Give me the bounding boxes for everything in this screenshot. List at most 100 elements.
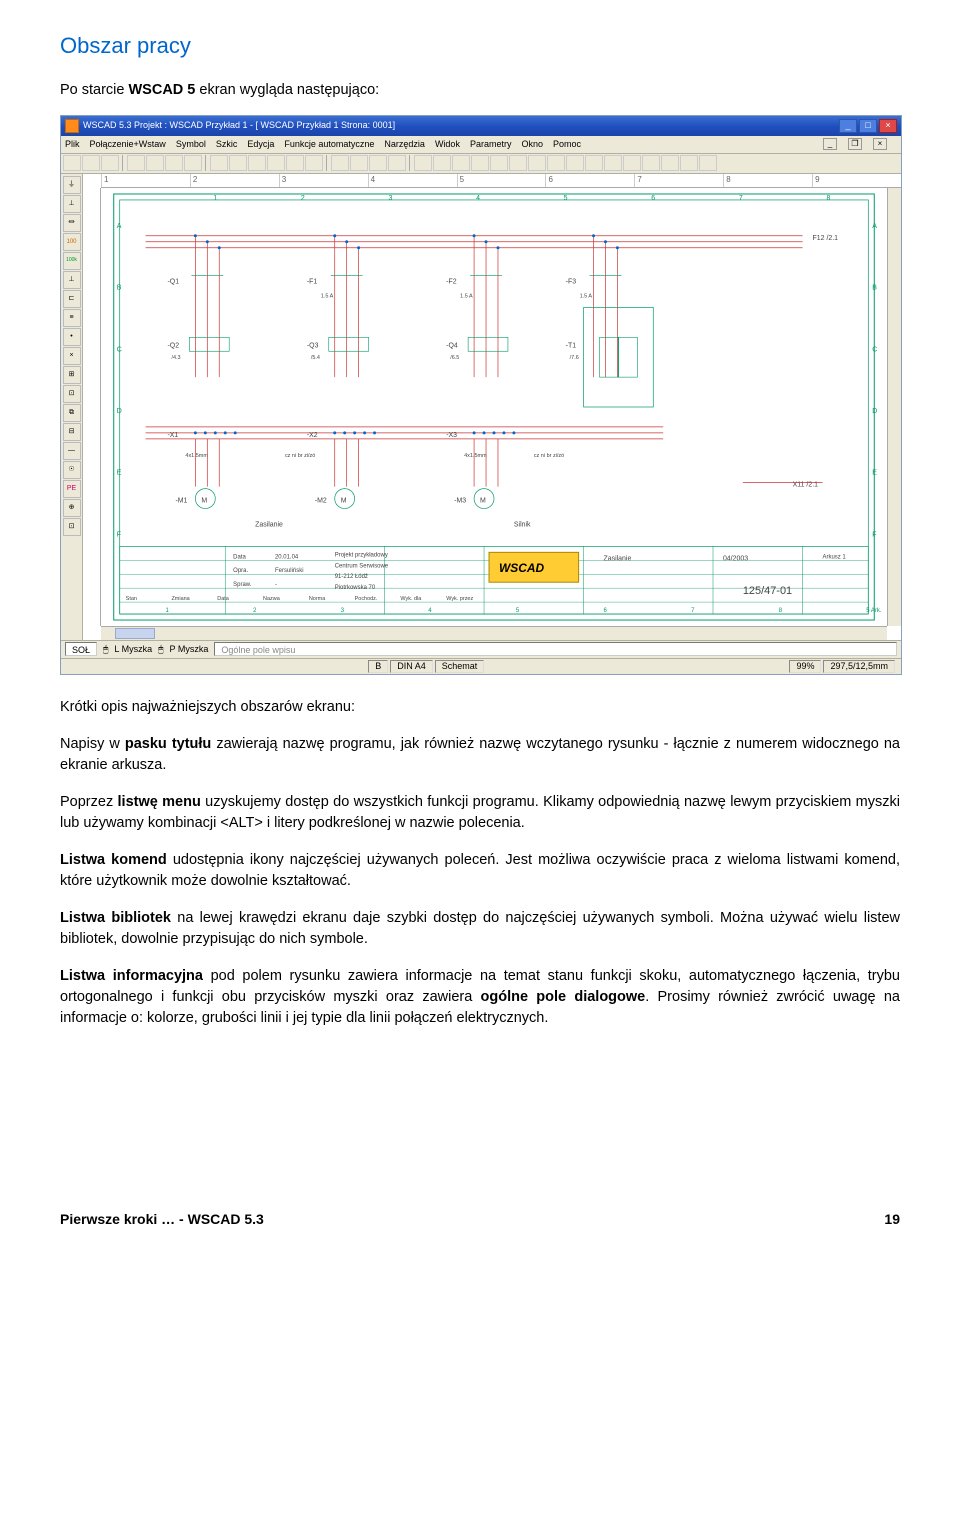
window-controls: _ □ × bbox=[839, 119, 897, 133]
p-commandbar: Listwa komend udostępnia ikony najczęści… bbox=[60, 850, 900, 892]
toolbar-button[interactable] bbox=[369, 155, 387, 171]
toolbar-button[interactable] bbox=[604, 155, 622, 171]
library-button[interactable]: ⊏ bbox=[63, 290, 81, 308]
toolbar-button[interactable] bbox=[184, 155, 202, 171]
menu-item[interactable]: Okno bbox=[521, 138, 543, 151]
toolbar-button[interactable] bbox=[680, 155, 698, 171]
svg-text:4x1.5mm: 4x1.5mm bbox=[185, 453, 208, 459]
drawing-canvas-wrap: 1 2 3 4 5 6 7 8 9 AABBCCDDEEFF12345678Da… bbox=[83, 174, 901, 640]
term-dialogfield: ogólne pole dialogowe bbox=[481, 989, 646, 1005]
toolbar-button[interactable] bbox=[528, 155, 546, 171]
toolbar-button[interactable] bbox=[286, 155, 304, 171]
horizontal-scrollbar[interactable] bbox=[101, 626, 887, 640]
toolbar-button[interactable] bbox=[585, 155, 603, 171]
svg-text:-Q4: -Q4 bbox=[446, 342, 458, 349]
mdi-restore-button[interactable]: ❐ bbox=[848, 138, 862, 150]
library-button[interactable]: ⊥ bbox=[63, 271, 81, 289]
library-button[interactable]: ⧉ bbox=[63, 404, 81, 422]
svg-text:A: A bbox=[872, 223, 877, 230]
svg-text:Piotrkowska 70: Piotrkowska 70 bbox=[335, 585, 376, 591]
toolbar-button[interactable] bbox=[350, 155, 368, 171]
svg-text:7: 7 bbox=[739, 195, 743, 202]
menu-item[interactable]: Parametry bbox=[470, 138, 512, 151]
menu-item[interactable]: Plik bbox=[65, 138, 80, 151]
mdi-minimize-button[interactable]: _ bbox=[823, 138, 837, 150]
toolbar-button[interactable] bbox=[331, 155, 349, 171]
toolbar-button[interactable] bbox=[623, 155, 641, 171]
menu-item[interactable]: Edycja bbox=[247, 138, 274, 151]
menu-item[interactable]: Widok bbox=[435, 138, 460, 151]
library-button[interactable]: 100k bbox=[63, 252, 81, 270]
library-button[interactable]: ⏛ bbox=[63, 214, 81, 232]
toolbar-button[interactable] bbox=[210, 155, 228, 171]
svg-text:Stan: Stan bbox=[126, 596, 137, 602]
toolbar-button[interactable] bbox=[63, 155, 81, 171]
svg-text:-Q2: -Q2 bbox=[167, 342, 179, 349]
svg-text:1.5 A: 1.5 A bbox=[321, 293, 334, 299]
library-button[interactable]: ☉ bbox=[63, 461, 81, 479]
mdi-close-button[interactable]: × bbox=[873, 138, 887, 150]
term-commandbar: Listwa komend bbox=[60, 852, 167, 868]
toolbar-button[interactable] bbox=[267, 155, 285, 171]
library-button[interactable]: PE bbox=[63, 480, 81, 498]
toolbar-button[interactable] bbox=[146, 155, 164, 171]
svg-text:-X2: -X2 bbox=[307, 432, 318, 439]
toolbar-button[interactable] bbox=[165, 155, 183, 171]
menu-item[interactable]: Pomoc bbox=[553, 138, 581, 151]
scrollbar-thumb[interactable] bbox=[115, 628, 155, 639]
p-overview: Krótki opis najważniejszych obszarów ekr… bbox=[60, 697, 900, 718]
toolbar-button[interactable] bbox=[248, 155, 266, 171]
svg-text:Norma: Norma bbox=[309, 596, 326, 602]
toolbar-button[interactable] bbox=[229, 155, 247, 171]
maximize-button[interactable]: □ bbox=[859, 119, 877, 133]
toolbar-button[interactable] bbox=[82, 155, 100, 171]
library-button[interactable]: ⊞ bbox=[63, 366, 81, 384]
toolbar-button[interactable] bbox=[305, 155, 323, 171]
page-footer: Pierwsze kroki … - WSCAD 5.3 19 bbox=[60, 1209, 900, 1229]
library-button[interactable]: ⊕ bbox=[63, 499, 81, 517]
drawing-area[interactable]: AABBCCDDEEFF12345678Data20.01.04Opra.Fer… bbox=[101, 188, 887, 626]
dialog-input[interactable]: Ogólne pole wpisu bbox=[214, 642, 897, 656]
toolbar-button[interactable] bbox=[661, 155, 679, 171]
intro-line: Po starcie WSCAD 5 ekran wygląda następu… bbox=[60, 80, 900, 101]
toolbar-button[interactable] bbox=[509, 155, 527, 171]
toolbar-button[interactable] bbox=[642, 155, 660, 171]
toolbar-button[interactable] bbox=[452, 155, 470, 171]
close-button[interactable]: × bbox=[879, 119, 897, 133]
library-button[interactable]: ⊥ bbox=[63, 195, 81, 213]
vertical-scrollbar[interactable] bbox=[887, 188, 901, 626]
library-button[interactable]: 100 bbox=[63, 233, 81, 251]
minimize-button[interactable]: _ bbox=[839, 119, 857, 133]
library-button[interactable]: ⊟ bbox=[63, 423, 81, 441]
menu-item[interactable]: Symbol bbox=[176, 138, 206, 151]
library-button[interactable]: ⊡ bbox=[63, 518, 81, 536]
info-bar: SOŁ 🖱 L Myszka 🖱 P Myszka Ogólne pole wp… bbox=[61, 640, 901, 658]
toolbar-button[interactable] bbox=[699, 155, 717, 171]
menu-bar: Plik Połączenie+Wstaw Symbol Szkic Edycj… bbox=[61, 136, 901, 154]
library-button[interactable]: ⊡ bbox=[63, 385, 81, 403]
status-b: B bbox=[368, 660, 388, 673]
library-button[interactable]: ⏚ bbox=[63, 176, 81, 194]
toolbar-button[interactable] bbox=[433, 155, 451, 171]
toolbar-button[interactable] bbox=[566, 155, 584, 171]
menu-item[interactable]: Szkic bbox=[216, 138, 238, 151]
term-menubar: listwę menu bbox=[118, 794, 201, 810]
toolbar-button[interactable] bbox=[127, 155, 145, 171]
library-button[interactable]: • bbox=[63, 328, 81, 346]
svg-text:-F3: -F3 bbox=[566, 278, 577, 285]
menu-item[interactable]: Połączenie+Wstaw bbox=[90, 138, 166, 151]
library-button[interactable]: — bbox=[63, 442, 81, 460]
toolbar-button[interactable] bbox=[101, 155, 119, 171]
svg-text:-X3: -X3 bbox=[446, 432, 457, 439]
menu-item[interactable]: Narzędzia bbox=[384, 138, 425, 151]
toolbar-button[interactable] bbox=[490, 155, 508, 171]
toolbar-button[interactable] bbox=[471, 155, 489, 171]
body-text: Krótki opis najważniejszych obszarów ekr… bbox=[60, 697, 900, 1029]
menu-item[interactable]: Funkcje automatyczne bbox=[284, 138, 374, 151]
toolbar-button[interactable] bbox=[388, 155, 406, 171]
library-button[interactable]: ≡ bbox=[63, 309, 81, 327]
toolbar-button[interactable] bbox=[547, 155, 565, 171]
svg-text:Spraw.: Spraw. bbox=[233, 582, 252, 588]
toolbar-button[interactable] bbox=[414, 155, 432, 171]
library-button[interactable]: × bbox=[63, 347, 81, 365]
